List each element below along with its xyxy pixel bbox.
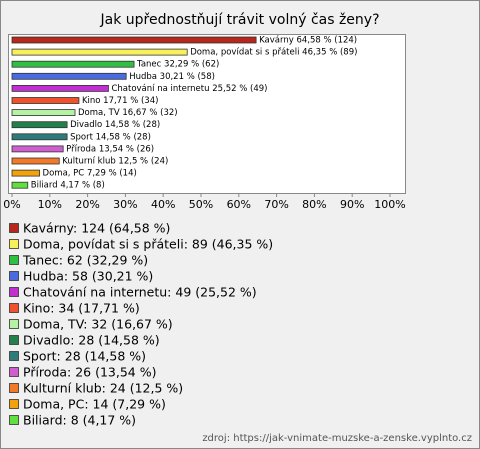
- bar-label: Sport 14,58 % (28): [70, 132, 151, 142]
- legend-label: Příroda: 26 (13,54 %): [23, 365, 157, 380]
- bar: [11, 145, 64, 153]
- legend-swatch: [9, 367, 19, 377]
- bar: [11, 157, 60, 165]
- x-tick-label: 20%: [75, 198, 99, 211]
- legend-label: Doma, TV: 32 (16,67 %): [23, 317, 173, 332]
- bar-label: Příroda 13,54 % (26): [66, 144, 154, 154]
- legend-label: Hudba: 58 (30,21 %): [23, 269, 153, 284]
- bar-label: Doma, povídat si s přáteli 46,35 % (89): [190, 48, 357, 58]
- legend-swatch: [9, 351, 19, 361]
- bar-label: Kino 17,71 % (34): [82, 96, 159, 106]
- legend-label: Divadlo: 28 (14,58 %): [23, 333, 160, 348]
- legend-label: Chatování na internetu: 49 (25,52 %): [23, 285, 257, 300]
- legend-label: Kino: 34 (17,71 %): [23, 301, 140, 316]
- bar-label: Hudba 30,21 % (58): [129, 72, 215, 82]
- legend-swatch: [9, 255, 19, 265]
- x-tick-label: 40%: [151, 198, 175, 211]
- legend-swatch: [9, 415, 19, 425]
- bar: [11, 48, 188, 56]
- bar-label: Divadlo 14,58 % (28): [70, 120, 160, 130]
- legend-swatch: [9, 271, 19, 281]
- bar: [11, 85, 109, 92]
- legend-label: Sport: 28 (14,58 %): [23, 349, 146, 364]
- bar: [11, 181, 29, 189]
- legend-swatch: [9, 383, 19, 393]
- legend-label: Doma, povídat si s přáteli: 89 (46,35 %): [23, 237, 273, 252]
- legend-swatch: [9, 335, 19, 345]
- x-tick-label: 0%: [3, 198, 20, 211]
- x-tick-label: 100%: [374, 198, 405, 211]
- x-tick-label: 50%: [189, 198, 213, 211]
- legend-swatch: [9, 319, 19, 329]
- legend-label: Kulturní klub: 24 (12,5 %): [23, 381, 183, 396]
- legend-swatch: [9, 223, 19, 233]
- bar-label: Biliard 4,17 % (8): [31, 181, 105, 191]
- x-tick-label: 90%: [340, 198, 364, 211]
- legend-swatch: [9, 239, 19, 249]
- legend-swatch: [9, 287, 19, 297]
- bar: [11, 169, 40, 177]
- legend-swatch: [9, 303, 19, 313]
- x-tick-label: 10%: [38, 198, 62, 211]
- bar-label: Kulturní klub 12,5 % (24): [62, 157, 168, 167]
- source: zdroj: https://jak-vnimate-muzske-a-zens…: [202, 433, 472, 444]
- bar-label: Doma, PC 7,29 % (14): [43, 169, 137, 179]
- bar: [11, 133, 68, 141]
- legend-label: Biliard: 8 (4,17 %): [23, 413, 136, 428]
- x-tick-label: 60%: [227, 198, 251, 211]
- legend-swatch: [9, 399, 19, 409]
- x-tick-label: 80%: [302, 198, 326, 211]
- bar: [11, 121, 68, 129]
- x-tick-label: 30%: [113, 198, 137, 211]
- legend-label: Tanec: 62 (32,29 %): [22, 253, 148, 268]
- bar-label: Doma, TV 16,67 % (32): [78, 108, 178, 118]
- bar-label: Tanec 32,29 % (62): [136, 60, 219, 70]
- bar-label: Chatování na internetu 25,52 % (49): [111, 84, 267, 94]
- chart-title: Jak upřednostňují trávit volný čas ženy?: [99, 12, 379, 28]
- bar: [11, 97, 80, 104]
- bar: [11, 72, 127, 80]
- x-tick-label: 70%: [264, 198, 288, 211]
- legend-label: Kavárny: 124 (64,58 %): [23, 221, 170, 236]
- bar: [11, 109, 76, 116]
- legend-label: Doma, PC: 14 (7,29 %): [23, 397, 166, 412]
- bar-label: Kavárny 64,58 % (124): [259, 36, 357, 46]
- bar: [11, 60, 135, 68]
- bar: [11, 36, 257, 44]
